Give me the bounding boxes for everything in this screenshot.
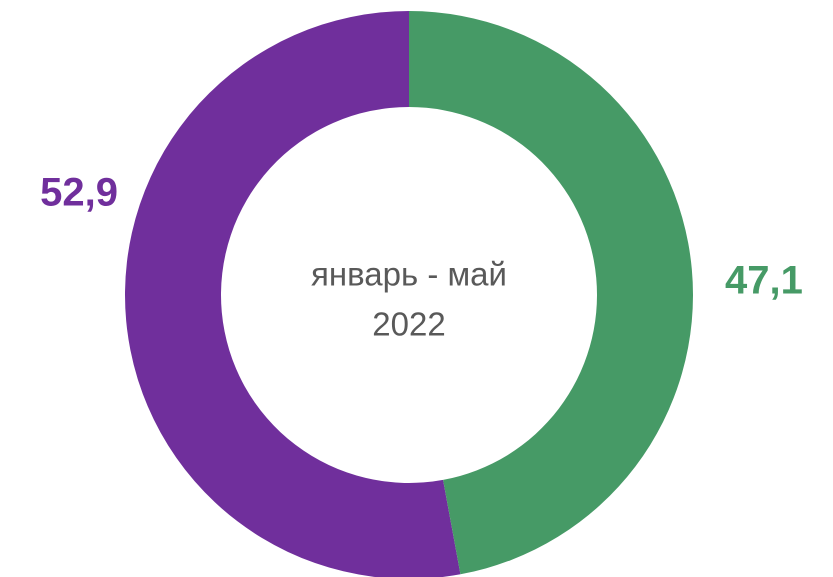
center-label: январь - май — [311, 256, 507, 293]
donut-slice — [125, 11, 461, 577]
value-label: 52,9 — [40, 171, 118, 215]
value-label: 47,1 — [725, 259, 803, 303]
center-label: 2022 — [372, 306, 445, 343]
donut-slice — [409, 11, 694, 575]
